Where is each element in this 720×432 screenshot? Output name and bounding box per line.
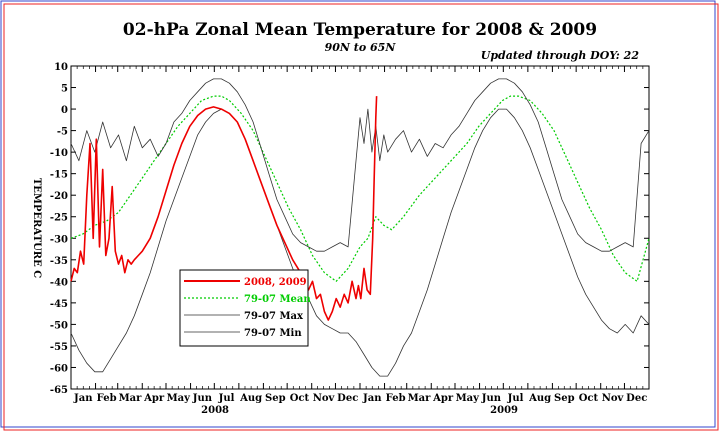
y-tick-label: -20 [50, 191, 68, 202]
x-tick-label: Jun [481, 393, 502, 404]
y-tick-label: -35 [50, 256, 68, 267]
legend: 2008, 2009 79-07 Mean 79-07 Max 79-07 Mi… [179, 269, 311, 347]
plot-area [70, 65, 650, 390]
x-tick-label: May [456, 393, 481, 404]
x-tick-label: Jan [73, 393, 93, 404]
x-tick-label: Nov [313, 393, 336, 404]
x-tick-label: Nov [602, 393, 625, 404]
y-tick-label: -10 [50, 148, 68, 159]
x-tick-label: Oct [579, 393, 599, 404]
series-layer [70, 78, 650, 377]
y-tick-label: -45 [50, 299, 68, 310]
series-line-3 [70, 108, 650, 377]
series-line-1 [70, 95, 650, 282]
y-tick-label: -40 [50, 277, 68, 288]
y-tick-label: 0 [61, 105, 68, 116]
year-labels: 2008 2009 [201, 405, 518, 416]
x-tick-label: May [167, 393, 192, 404]
y-tick-label: -60 [50, 363, 68, 374]
axis-ticks [70, 65, 649, 390]
y-tick-labels: 10 5 0 -5 -10 -15 -20 -25 -30 -35 -40 -45 -50 -55 -60 -… [50, 62, 68, 396]
x-tick-label: Apr [143, 393, 165, 404]
x-tick-label: Jul [507, 393, 524, 404]
update-annotation: Updated through DOY: 22 [481, 49, 640, 62]
x-tick-label: Feb [386, 393, 406, 404]
y-tick-label: 5 [61, 84, 68, 95]
x-tick-label: Jul [218, 393, 235, 404]
x-tick-label: Dec [626, 393, 647, 404]
series-line-0 [70, 96, 378, 321]
y-tick-label: -15 [50, 170, 68, 181]
y-tick-label: -55 [50, 342, 68, 353]
y-tick-label: -5 [57, 127, 68, 138]
x-tick-label: Dec [337, 393, 358, 404]
legend-box [179, 269, 309, 347]
chart-subtitle: 90N to 65N [325, 41, 397, 54]
x-tick-label: Mar [408, 393, 432, 404]
x-tick-label: Apr [432, 393, 454, 404]
x-tick-label: Oct [290, 393, 310, 404]
y-axis-label: TEMPERATURE C [31, 178, 42, 278]
x-tick-label: Sep [265, 393, 286, 404]
year-label: 2009 [490, 405, 518, 416]
chart-title: 02-hPa Zonal Mean Temperature for 2008 &… [123, 20, 597, 40]
x-tick-label: Jan [362, 393, 382, 404]
legend-label-series-2: 79-07 Max [244, 311, 304, 322]
y-tick-label: -65 [50, 385, 68, 396]
y-tick-label: -50 [50, 320, 68, 331]
legend-label-series-3: 79-07 Min [244, 328, 302, 339]
x-tick-label: Feb [97, 393, 117, 404]
series-line-2 [70, 78, 650, 252]
x-tick-label: Jun [192, 393, 213, 404]
x-tick-label: Mar [119, 393, 143, 404]
outer-frame-red [3, 3, 719, 431]
x-tick-label: Sep [554, 393, 575, 404]
x-tick-labels: Jan Feb Mar Apr May Jun Jul Aug Sep Oct Nov Dec Jan F… [73, 393, 647, 404]
legend-label-series-0: 2008, 2009 [244, 277, 307, 288]
y-tick-label: -25 [50, 213, 68, 224]
x-tick-label: Aug [239, 393, 262, 404]
legend-label-series-1: 79-07 Mean [244, 294, 311, 305]
y-tick-label: -30 [50, 234, 68, 245]
year-label: 2008 [201, 405, 229, 416]
x-tick-label: Aug [528, 393, 551, 404]
y-tick-label: 10 [54, 62, 68, 73]
